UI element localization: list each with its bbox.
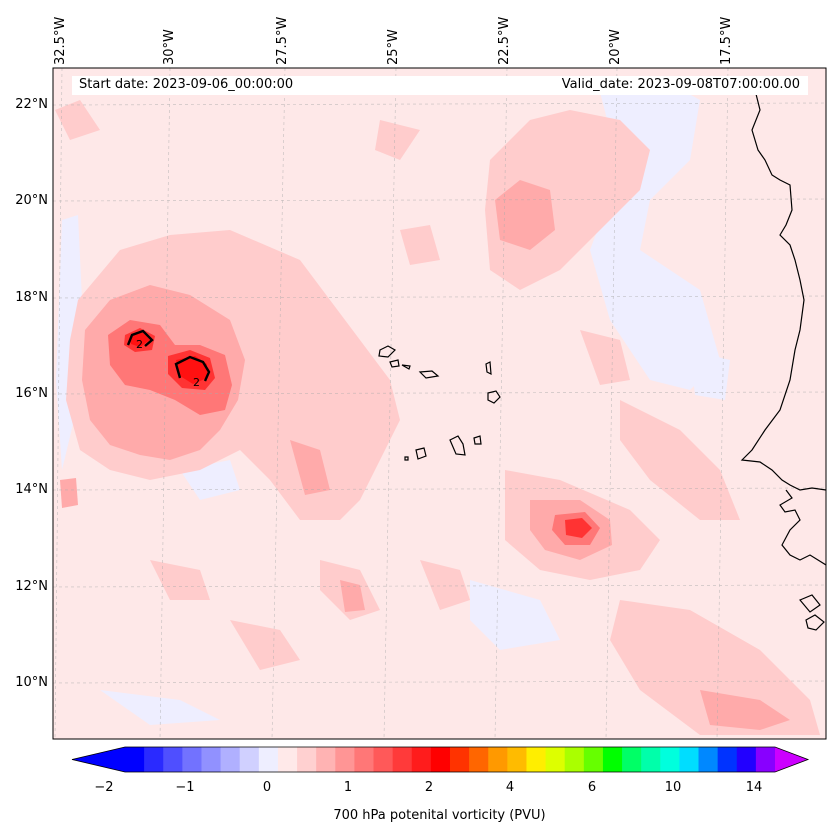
lon-label-20w: 20°W [608, 29, 623, 65]
colorbar-segment [163, 747, 183, 772]
graticule [53, 68, 826, 739]
colorbar-under-arrow [72, 747, 125, 772]
colorbar-segment [297, 747, 317, 772]
colorbar-segment [507, 747, 527, 772]
colorbar-tick: 10 [664, 780, 682, 795]
colorbar-tick: 1 [343, 780, 353, 795]
colorbar-segment [450, 747, 470, 772]
colorbar-label: 700 hPa potenital vorticity (PVU) [333, 808, 546, 823]
colorbar-segment [239, 747, 260, 772]
colorbar-segment [736, 747, 757, 772]
date-info-box: Start date: 2023-09-06_00:00:00 Valid_da… [72, 76, 808, 95]
coastline [740, 89, 826, 631]
colorbar-segment [430, 747, 451, 772]
lat-label-10n: 10°N [15, 675, 48, 690]
lon-label-17-5w: 17.5°W [719, 16, 734, 65]
map-panel [53, 68, 826, 739]
colorbar-segment [679, 747, 700, 772]
colorbar-segment [717, 747, 738, 772]
colorbar-segment [488, 747, 508, 772]
colorbar-segment [698, 747, 719, 772]
colorbar-segment [373, 747, 394, 772]
colorbar-segment [277, 747, 298, 772]
colorbar-segment [660, 747, 680, 772]
lat-label-14n: 14°N [15, 482, 48, 497]
colorbar-segment [469, 747, 489, 772]
lat-label-20n: 20°N [15, 193, 48, 208]
colorbar [71, 746, 810, 773]
lon-label-25w: 25°W [386, 29, 401, 65]
colorbar-segment [622, 747, 642, 772]
colorbar-segment [182, 747, 202, 772]
colorbar-segment [602, 747, 623, 772]
cape-verde-islands [378, 345, 501, 461]
colorbar-segment [335, 747, 355, 772]
lon-label-32-5w: 32.5°W [53, 16, 68, 65]
valid-date: Valid_date: 2023-09-08T07:00:00.00 [561, 77, 800, 92]
colorbar-segment [583, 747, 604, 772]
pv-contours [126, 329, 211, 382]
pv-core-field [130, 332, 207, 384]
colorbar-segment [564, 747, 585, 772]
colorbar-segment [125, 747, 145, 772]
colorbar-outline [71, 746, 810, 773]
colorbar-tick: 14 [745, 780, 763, 795]
start-date: Start date: 2023-09-06_00:00:00 [79, 77, 294, 92]
colorbar-tick: 4 [505, 780, 515, 795]
colorbar-tick: 2 [424, 780, 434, 795]
colorbar-segment [354, 747, 375, 772]
colorbar-segment [201, 747, 222, 772]
lon-label-30w: 30°W [162, 29, 177, 65]
colorbar-tick: −1 [175, 780, 195, 795]
colorbar-tick: 0 [262, 780, 272, 795]
contour-label-2: 2 [193, 376, 200, 389]
map-frame [52, 67, 827, 740]
colorbar-over-arrow [775, 747, 808, 772]
colorbar-segment [526, 747, 547, 772]
colorbar-segment [258, 747, 279, 772]
colorbar-segment [144, 747, 164, 772]
lat-label-18n: 18°N [15, 290, 48, 305]
lon-label-27-5w: 27.5°W [275, 16, 290, 65]
colorbar-segment [316, 747, 336, 772]
colorbar-segment [411, 747, 432, 772]
lat-label-12n: 12°N [15, 579, 48, 594]
colorbar-segment [641, 747, 661, 772]
colorbar-tick: −2 [94, 780, 114, 795]
colorbar-segment [220, 747, 241, 772]
contour-label-1: 2 [136, 338, 143, 351]
colorbar-segment [755, 747, 776, 772]
colorbar-tick: 6 [587, 780, 597, 795]
lat-label-16n: 16°N [15, 386, 48, 401]
colorbar-segment [392, 747, 413, 772]
colorbar-segment [545, 747, 566, 772]
lat-label-22n: 22°N [15, 97, 48, 112]
lon-label-22-5w: 22.5°W [497, 16, 512, 65]
